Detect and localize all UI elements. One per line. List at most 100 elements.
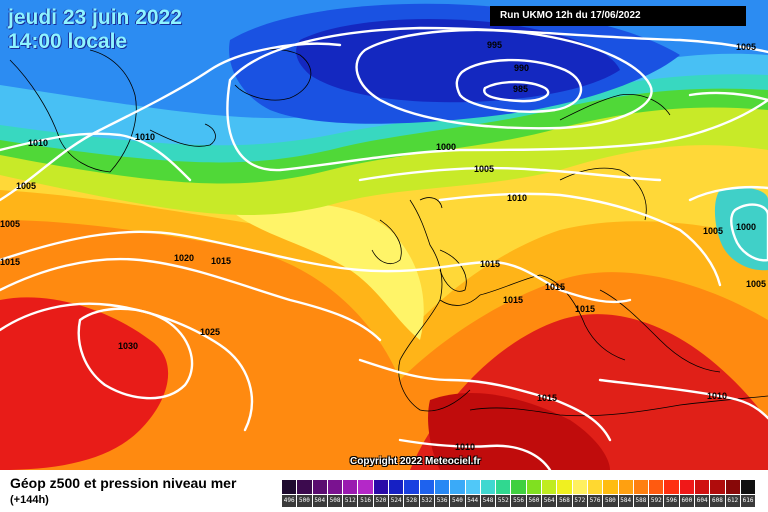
isobar-1005 (0, 42, 662, 202)
isobar-label: 1005 (746, 279, 766, 289)
color-scale-value: 536 (434, 495, 451, 507)
isobar-1010-se (598, 378, 768, 420)
field-band-red-core (428, 392, 610, 470)
legend-footer: Géop z500 et pression niveau mer (+144h)… (0, 470, 768, 512)
color-swatch (312, 480, 328, 494)
isobar-1010-s (398, 438, 552, 470)
color-swatch (327, 480, 344, 494)
color-scale-value: 608 (710, 495, 726, 507)
isobar-label: 1015 (211, 256, 231, 266)
isobar-label: 1000 (736, 222, 756, 232)
isobar-label: 1005 (16, 181, 36, 191)
isobar-label: 1015 (545, 282, 565, 292)
isobar-label: 1010 (507, 193, 527, 203)
isobar-985 (483, 80, 550, 103)
color-scale-value: 580 (603, 495, 619, 507)
color-scale-value: 604 (695, 495, 711, 507)
color-swatch (358, 480, 374, 494)
color-swatch (511, 480, 527, 494)
isobar-label: 1015 (0, 257, 20, 267)
isobar-label: 1015 (575, 304, 595, 314)
color-scale-values: 496 500 504 508 512 516 520 524 528 532 536 540 544 5… (282, 495, 757, 507)
color-scale-value: 512 (343, 495, 359, 507)
color-scale: 496 500 504 508 512 516 520 524 528 532 536 540 544 5… (282, 480, 757, 508)
isobar-label: 1005 (0, 219, 20, 229)
color-scale-value: 528 (404, 495, 420, 507)
isobar-label: 1015 (480, 259, 500, 269)
copyright-notice: Copyright 2022 Meteociel.fr (350, 456, 481, 467)
color-scale-value: 540 (450, 495, 466, 507)
isobar-990 (455, 58, 583, 113)
color-swatch (695, 480, 711, 494)
isobar-1030 (77, 307, 194, 400)
color-scale-value: 532 (419, 495, 435, 507)
color-swatch (450, 480, 466, 494)
legend-subtitle: (+144h) (10, 494, 49, 506)
isobar-label: 1005 (703, 226, 723, 236)
color-scale-value: 612 (725, 495, 741, 507)
color-swatch (664, 480, 680, 494)
isobar-label: 985 (513, 84, 528, 94)
color-scale-value: 560 (526, 495, 543, 507)
isobar-label: 1030 (118, 341, 138, 351)
color-swatch (480, 480, 497, 494)
color-scale-value: 516 (358, 495, 374, 507)
color-scale-value: 592 (649, 495, 665, 507)
isobar-1005-east (688, 91, 768, 202)
color-swatch (404, 480, 420, 494)
isobar-1025 (0, 302, 253, 432)
color-swatch (526, 480, 543, 494)
color-swatch (373, 480, 390, 494)
legend-title: Géop z500 et pression niveau mer (10, 475, 237, 491)
isobar-1015-south (358, 358, 612, 442)
isobar-labels: 995 990 985 1005 1010 1010 1005 1000 100… (0, 40, 766, 452)
field-band-paleyellow (230, 202, 424, 340)
color-swatch (603, 480, 619, 494)
color-scale-value: 544 (465, 495, 481, 507)
isobar-label: 1015 (537, 393, 557, 403)
color-scale-value: 616 (740, 495, 757, 507)
color-scale-value: 576 (587, 495, 604, 507)
color-swatch (557, 480, 573, 494)
forecast-time: 14:00 locale (8, 30, 128, 53)
color-scale-value: 564 (542, 495, 558, 507)
color-swatch (282, 480, 298, 494)
color-swatch (679, 480, 696, 494)
color-scale-value: 504 (312, 495, 328, 507)
color-scale-value: 500 (297, 495, 313, 507)
color-scale-value: 556 (511, 495, 527, 507)
isobar-label: 1020 (174, 253, 194, 263)
color-scale-value: 584 (618, 495, 634, 507)
color-swatch (434, 480, 451, 494)
isobar-1020 (0, 257, 382, 342)
color-swatch (496, 480, 512, 494)
color-scale-value: 520 (373, 495, 390, 507)
color-swatch (542, 480, 558, 494)
color-swatch (343, 480, 359, 494)
color-swatch (572, 480, 588, 494)
color-swatch (587, 480, 604, 494)
color-scale-value: 600 (679, 495, 696, 507)
field-band-darkblue (296, 19, 620, 103)
isobar-label: 1005 (474, 164, 494, 174)
field-band-cyan-east (714, 187, 768, 271)
forecast-date: jeudi 23 juin 2022 (8, 6, 182, 29)
isobar-label: 990 (514, 63, 529, 73)
color-scale-value: 572 (572, 495, 588, 507)
color-swatch (419, 480, 435, 494)
isobar-label: 1015 (503, 295, 523, 305)
color-swatch (297, 480, 313, 494)
color-scale-value: 508 (327, 495, 344, 507)
map-canvas: 995 990 985 1005 1010 1010 1005 1000 100… (0, 0, 768, 470)
isobar-label: 995 (487, 40, 502, 50)
color-scale-value: 524 (389, 495, 405, 507)
isobar-label: 1025 (200, 327, 220, 337)
isobar-label: 1010 (135, 132, 155, 142)
color-swatch (389, 480, 405, 494)
isobar-label: 1005 (736, 42, 756, 52)
color-swatch (710, 480, 726, 494)
isobar-label: 1000 (436, 142, 456, 152)
forecast-map: 995 990 985 1005 1010 1010 1005 1000 100… (0, 0, 768, 470)
isobar-label: 1010 (28, 138, 48, 148)
color-swatch (633, 480, 650, 494)
